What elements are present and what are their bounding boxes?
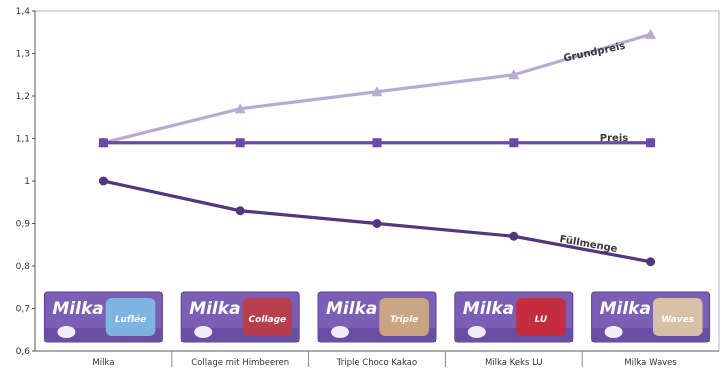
svg-text:Waves: Waves	[661, 315, 694, 325]
y-tick-label: 0,8	[16, 262, 31, 272]
svg-text:LU: LU	[535, 315, 548, 325]
x-category-label: Milka	[92, 358, 114, 368]
product-image: Milka Triple	[317, 291, 437, 343]
data-point-preis	[509, 138, 519, 148]
data-point-f-llmenge	[646, 257, 656, 267]
product-image: Milka Collage	[180, 291, 300, 343]
svg-text:Milka: Milka	[326, 299, 377, 319]
data-point-grundpreis	[234, 103, 246, 114]
data-point-preis	[235, 138, 245, 148]
product-image: Milka LU	[454, 291, 574, 343]
svg-text:Milka: Milka	[463, 299, 514, 319]
y-tick-label: 1	[24, 177, 30, 187]
data-point-preis	[98, 138, 108, 148]
data-point-grundpreis	[508, 69, 520, 80]
svg-text:Milka: Milka	[189, 299, 240, 319]
series-label: Preis	[600, 133, 628, 144]
data-point-grundpreis	[371, 86, 383, 97]
product-image: Milka Luflée	[43, 291, 163, 343]
y-tick-labels: 0,6 0,7 0,8 0,9 1 1,1 1,2 1,3 1,4	[16, 7, 35, 357]
y-tick-label: 1,2	[16, 92, 30, 102]
svg-text:Triple: Triple	[390, 315, 418, 325]
y-tick-label: 0,9	[16, 220, 31, 230]
x-category-label: Milka Waves	[624, 358, 677, 368]
y-tick-label: 0,7	[16, 305, 30, 315]
product-images: Milka Luflée Milka Collage Milka Triple Milka L…	[43, 291, 711, 343]
data-point-preis	[372, 138, 382, 148]
x-tick-marks	[171, 351, 583, 367]
svg-text:Milka: Milka	[600, 299, 651, 319]
y-tick-label: 1,3	[16, 50, 30, 60]
data-point-grundpreis	[645, 28, 657, 39]
data-point-f-llmenge	[235, 206, 245, 216]
product-image: Milka Waves	[591, 291, 711, 343]
x-category-label: Milka Keks LU	[485, 358, 543, 368]
series-lines	[97, 28, 657, 267]
y-tick-label: 1,4	[16, 7, 31, 17]
data-point-f-llmenge	[98, 176, 108, 186]
x-category-label: Triple Choco Kakao	[336, 358, 417, 368]
y-tick-label: 0,6	[16, 347, 31, 357]
data-point-f-llmenge	[509, 231, 519, 241]
data-point-f-llmenge	[372, 219, 382, 228]
x-category-label: Collage mit Himbeeren	[191, 358, 289, 368]
data-point-preis	[646, 138, 656, 148]
svg-text:Collage: Collage	[249, 315, 287, 325]
svg-text:Milka: Milka	[52, 299, 103, 319]
svg-text:Luflée: Luflée	[115, 314, 146, 325]
category-labels: Milka Collage mit Himbeeren Triple Choco K…	[92, 358, 677, 368]
y-tick-label: 1,1	[16, 135, 30, 145]
